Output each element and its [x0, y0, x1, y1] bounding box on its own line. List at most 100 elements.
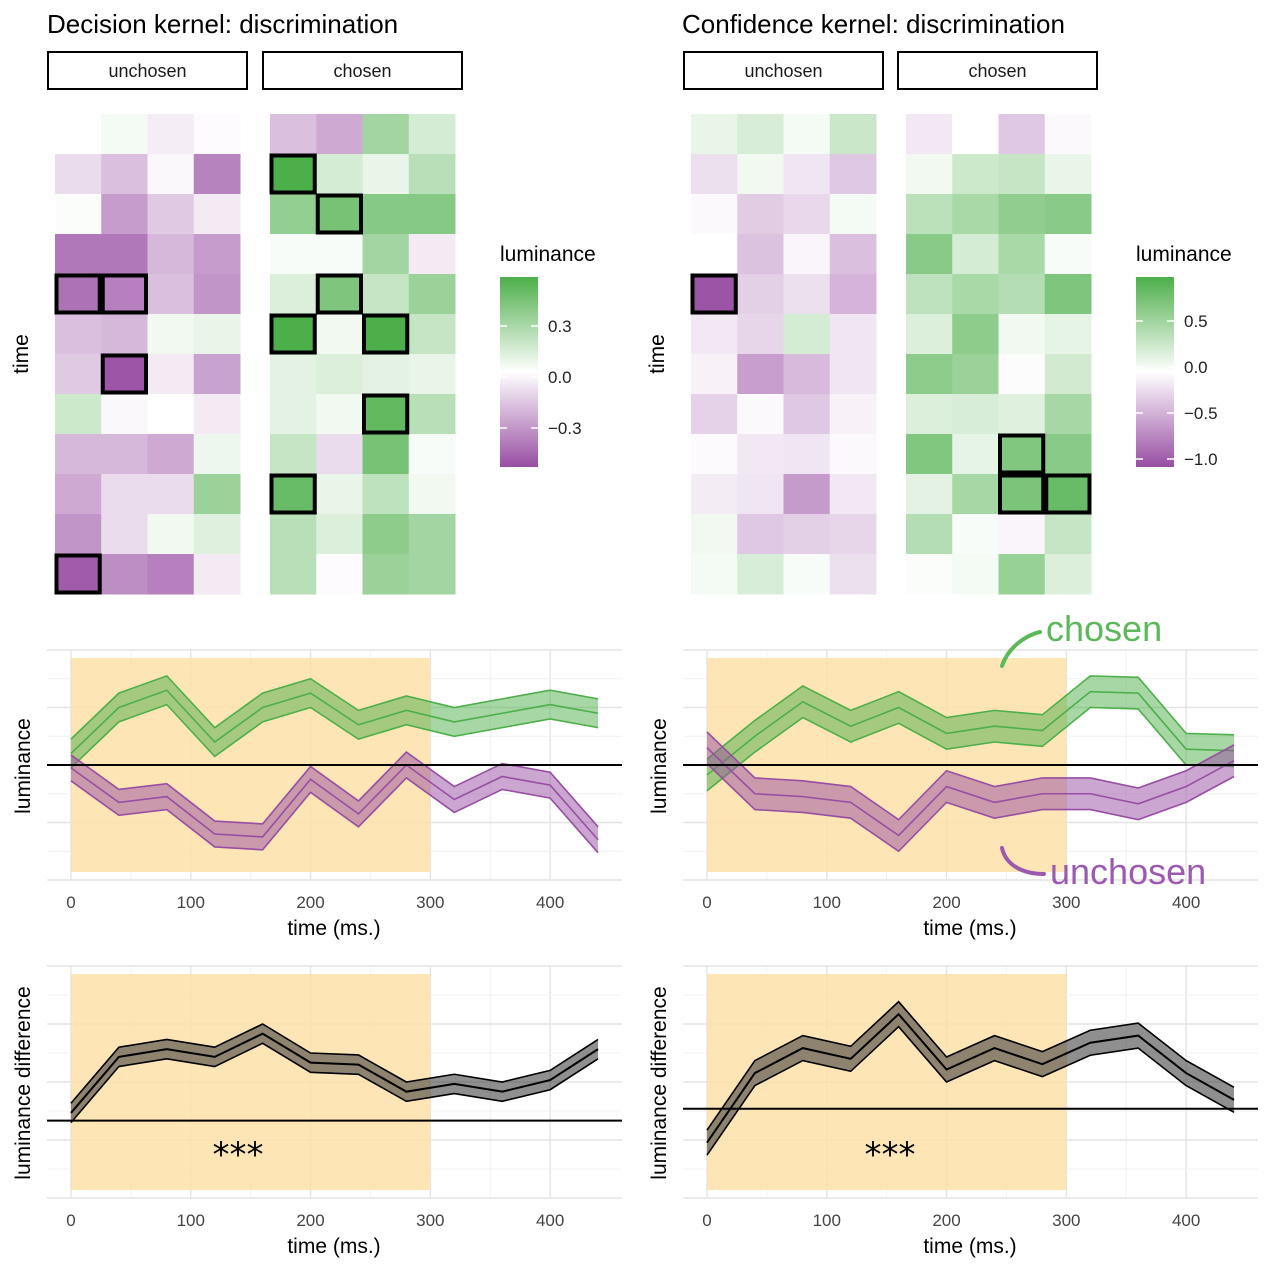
significant-cell-outline [998, 433, 1046, 475]
significant-cell-outline [100, 353, 148, 395]
heatmap-cell [193, 514, 241, 555]
heatmap-cell [737, 234, 784, 275]
heatmap-cell [691, 154, 738, 195]
heatmap-cell [408, 474, 456, 515]
confidence-heatmap-chosen [906, 114, 1092, 595]
heatmap-cell [691, 114, 738, 155]
chosen-ribbon-upper-edge [70, 674, 599, 740]
significant-cell-outline [269, 153, 317, 195]
heatmap-cell [906, 394, 953, 435]
heatmap-cell [101, 194, 148, 235]
unchosen-mean-line [70, 763, 599, 841]
chosen-mean-line [706, 690, 1235, 776]
heatmap-cell [193, 394, 241, 435]
heatmap-cell [691, 354, 738, 395]
heatmap-cell [101, 314, 148, 355]
heatmap-cell [193, 554, 241, 595]
decision-legend-colorbar [500, 277, 538, 467]
heatmap-cell [147, 314, 195, 355]
heatmap-cell [783, 194, 831, 235]
heatmap-cell [737, 514, 784, 555]
confidence-difference-plot: 0 100 200 300 400 [683, 965, 1258, 1230]
heatmap-cell [829, 474, 877, 515]
heatmap-cell [737, 394, 784, 435]
heatmap-cell [1044, 394, 1092, 435]
heatmap-cell [1044, 434, 1092, 475]
heatmap-cell [101, 514, 148, 555]
heatmap-cell [55, 194, 102, 235]
heatmap-cell [1044, 474, 1092, 515]
heatmap-cell [55, 514, 102, 555]
heatmap-cell [783, 434, 831, 475]
heatmap-cell [270, 314, 317, 355]
significant-cell-outline [690, 273, 738, 315]
heatmap-cell [101, 434, 148, 475]
heatmap-cell [783, 354, 831, 395]
decision-legend-tick: 0.3 [548, 317, 572, 336]
unchosen-callout-line [1000, 846, 1046, 876]
heatmap-cell [362, 234, 410, 275]
significant-cell-outline [315, 273, 363, 315]
heatmap-cell [952, 394, 999, 435]
decision-heatmap-chosen [269, 114, 456, 595]
heatmap-cell [55, 354, 102, 395]
decision-strip-unchosen: unchosen [47, 51, 248, 90]
significant-cell-outline [998, 473, 1046, 515]
analysis-window-shade [706, 974, 1067, 1190]
heatmap-cell [906, 434, 953, 475]
heatmap-cell [55, 154, 102, 195]
chosen-callout-line [1000, 630, 1042, 668]
heatmap-cell [55, 474, 102, 515]
heatmap-cell [1044, 514, 1092, 555]
confidence-panel-title: Confidence kernel: discrimination [682, 9, 1065, 39]
heatmap-cell [829, 314, 877, 355]
decision-legend: luminance 0.3 0.0 −0.3 [500, 243, 596, 467]
heatmap-cell [55, 314, 102, 355]
heatmap-cell [147, 554, 195, 595]
heatmap-cell [316, 154, 363, 195]
heatmap-cell [147, 434, 195, 475]
heatmap-cell [783, 514, 831, 555]
heatmap-cell [193, 194, 241, 235]
heatmap-cell [55, 274, 102, 315]
heatmap-cell [408, 274, 456, 315]
heatmap-cell [408, 114, 456, 155]
heatmap-cell [1044, 194, 1092, 235]
heatmap-cell [737, 114, 784, 155]
heatmap-cell [316, 314, 363, 355]
heatmap-cell [362, 354, 410, 395]
decision-legend-tick: 0.0 [548, 368, 572, 387]
unchosen-ribbon [70, 752, 599, 853]
heatmap-cell [998, 514, 1046, 555]
heatmap-cell [783, 274, 831, 315]
heatmap-cell [147, 194, 195, 235]
confidence-legend-title: luminance [1136, 243, 1232, 266]
confidence-strip-chosen: chosen [897, 51, 1098, 90]
heatmap-cell [147, 114, 195, 155]
heatmap-cell [270, 354, 317, 395]
heatmap-cell [691, 314, 738, 355]
heatmap-cell [362, 394, 410, 435]
heatmap-cell [952, 194, 999, 235]
heatmap-cell [270, 434, 317, 475]
heatmap-cell [362, 314, 410, 355]
heatmap-cell [906, 194, 953, 235]
confidence-legend-tick: 0.0 [1184, 358, 1208, 377]
heatmap-cell [829, 394, 877, 435]
heatmap-cell [998, 234, 1046, 275]
decision-panel-title: Decision kernel: discrimination [47, 9, 398, 39]
heatmap-cell [362, 474, 410, 515]
difference-mean-line [706, 1012, 1235, 1144]
decision-luminance-plot: 0 100 200 300 400 [47, 649, 622, 912]
heatmap-cell [952, 514, 999, 555]
heatmap-cell [316, 394, 363, 435]
heatmap-cell [316, 274, 363, 315]
heatmap-cell [783, 394, 831, 435]
heatmap-cell [952, 474, 999, 515]
confidence-difference-xlabel: time (ms.) [923, 1235, 1016, 1258]
heatmap-cell [829, 274, 877, 315]
heatmap-cell [829, 554, 877, 595]
heatmap-cell [1044, 234, 1092, 275]
x-tick-label: 400 [1172, 893, 1200, 912]
heatmap-cell [270, 194, 317, 235]
